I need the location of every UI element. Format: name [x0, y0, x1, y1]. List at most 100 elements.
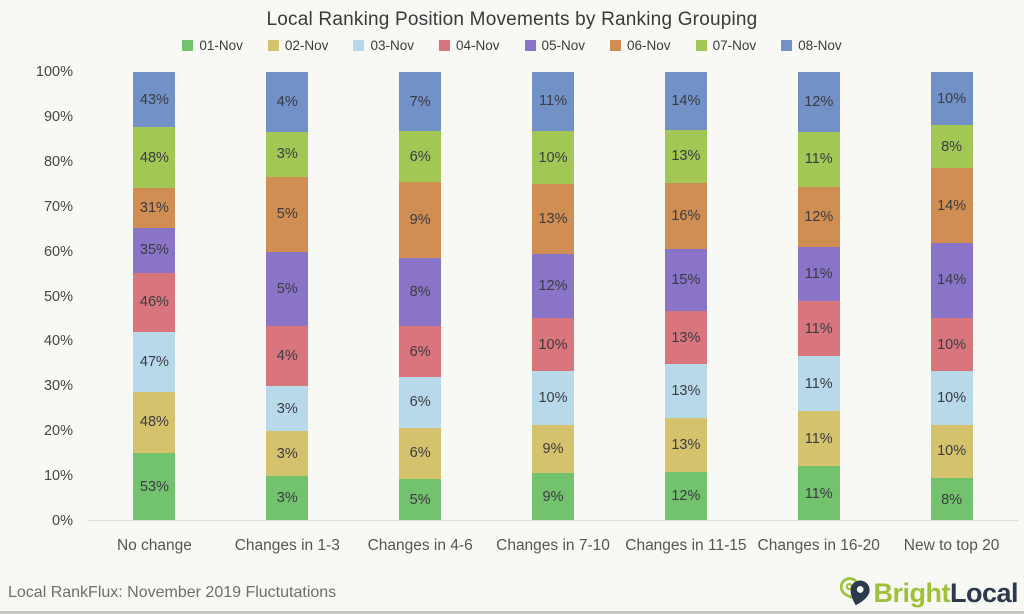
legend-label: 02-Nov [284, 38, 329, 53]
bar-segment: 10% [930, 371, 973, 425]
bar-segment: 13% [664, 310, 707, 365]
bar-segment: 47% [133, 331, 176, 392]
bar-segment: 10% [930, 424, 973, 479]
bar-segment: 10% [930, 317, 973, 372]
bar-segment: 12% [532, 253, 574, 318]
legend-swatch-icon [438, 40, 450, 51]
bar-column: 12% 11% 12% 11% 11% 11% 11% 11% [752, 72, 885, 521]
x-axis-category-label: Changes in 4-6 [367, 537, 473, 554]
bar-column: 10% 8% 14% 14% 10% 10% 10% 8% [885, 72, 1018, 521]
bar-segment: 3% [266, 131, 309, 177]
bar-segment: 11% [797, 411, 840, 467]
brand-text: BrightLocal [873, 575, 1018, 611]
y-tick-label: 40% [43, 333, 73, 350]
bar-segment: 10% [532, 371, 574, 425]
bar-segment: 10% [532, 317, 574, 372]
legend-swatch-icon [353, 40, 365, 51]
x-axis-labels: No change Changes in 1-3 Changes in 4-6 Cha… [88, 537, 1018, 555]
bar-segment: 10% [930, 72, 973, 126]
bar-segment: 15% [664, 249, 707, 311]
legend-item-05-Nov: 05-Nov [524, 38, 585, 53]
bar-segment: 6% [399, 427, 442, 479]
legend-item-04-Nov: 04-Nov [438, 38, 500, 53]
bar-segment: 31% [133, 188, 176, 229]
legend-label: 03-Nov [370, 38, 414, 53]
bar-segment: 4% [266, 72, 309, 132]
stacked-bar: 14% 13% 16% 15% 13% 13% 13% 12% [664, 72, 707, 521]
bar-segment: 11% [797, 246, 840, 302]
legend-item-08-Nov: 08-Nov [781, 38, 842, 53]
stacked-bar: 11% 10% 13% 12% 10% 10% 9% 9% [532, 72, 574, 521]
bar-segment: 13% [664, 364, 707, 418]
bars-container: 43% 48% 31% 35% 46% 47% 48% 53% 4% 3% 5% 5% 4% 3% 3% 3%… [88, 72, 1018, 521]
bar-segment: 3% [266, 476, 309, 521]
bar-segment: 14% [664, 72, 707, 130]
bar-segment: 53% [133, 453, 176, 521]
legend-swatch-icon [524, 40, 536, 51]
bar-segment: 11% [532, 72, 574, 131]
bar-segment: 11% [797, 301, 840, 357]
legend-item-07-Nov: 07-Nov [695, 38, 757, 53]
bar-segment: 13% [664, 417, 707, 472]
stacked-bar: 10% 8% 14% 14% 10% 10% 10% 8% [930, 72, 973, 521]
legend-swatch-icon [610, 40, 622, 51]
bar-segment: 35% [133, 228, 176, 273]
bar-segment: 14% [930, 243, 973, 318]
bar-segment: 6% [399, 131, 442, 183]
bar-segment: 43% [133, 72, 176, 127]
bar-column: 43% 48% 31% 35% 46% 47% 48% 53% [88, 72, 221, 521]
legend-item-06-Nov: 06-Nov [610, 38, 671, 53]
bar-segment: 12% [797, 72, 840, 132]
x-axis-category-label: New to top 20 [903, 537, 1000, 554]
legend-label: 04-Nov [455, 38, 500, 53]
legend-swatch-icon [781, 40, 793, 51]
stacked-bar: 43% 48% 31% 35% 46% 47% 48% 53% [133, 72, 176, 521]
bar-segment: 6% [399, 376, 442, 428]
bar-segment: 8% [930, 478, 973, 521]
bar-segment: 11% [797, 466, 840, 521]
bar-segment: 12% [664, 471, 707, 521]
x-axis-category-label: No change [116, 537, 192, 554]
y-tick-label: 0% [52, 513, 73, 529]
bar-segment: 11% [797, 356, 840, 412]
y-tick-label: 70% [43, 198, 73, 215]
legend-label: 06-Nov [627, 38, 671, 53]
bar-segment: 6% [399, 326, 442, 377]
legend-label: 07-Nov [712, 38, 757, 53]
y-tick-label: 90% [43, 108, 73, 125]
x-axis-category-label: Changes in 16-20 [757, 537, 880, 554]
bar-segment: 16% [664, 183, 707, 250]
bar-segment: 12% [797, 186, 840, 247]
bar-segment: 7% [399, 72, 442, 132]
bar-segment: 46% [133, 272, 176, 332]
bar-segment: 14% [930, 168, 973, 244]
brightlocal-logo: BrightLocal [837, 574, 1019, 611]
legend-label: 08-Nov [798, 38, 842, 53]
bar-segment: 8% [930, 125, 973, 169]
bar-segment: 4% [266, 326, 309, 387]
y-tick-label: 80% [43, 153, 73, 170]
legend: 01-Nov 02-Nov 03-Nov 04-Nov 05-Nov 06-Nov 07-N… [0, 38, 1024, 53]
chart-title: Local Ranking Position Movements by Rank… [266, 9, 758, 30]
legend-label: 01-Nov [199, 38, 243, 53]
legend-swatch-icon [267, 40, 279, 51]
stacked-bar: 4% 3% 5% 5% 4% 3% 3% 3% [266, 72, 309, 521]
x-axis-category-label: Changes in 11-15 [625, 537, 747, 554]
bar-segment: 13% [664, 129, 707, 184]
legend-swatch-icon [182, 40, 194, 51]
x-axis-line [88, 520, 1018, 521]
y-tick-label: 100% [35, 64, 73, 80]
y-tick-label: 50% [43, 288, 73, 305]
bar-segment: 9% [532, 424, 574, 473]
y-tick-label: 30% [43, 378, 73, 395]
plot-area: 43% 48% 31% 35% 46% 47% 48% 53% 4% 3% 5% 5% 4% 3% 3% 3%… [88, 72, 1018, 521]
bar-segment: 10% [532, 130, 574, 185]
bar-column: 11% 10% 13% 12% 10% 10% 9% 9% [487, 72, 620, 521]
x-axis-category-label: Changes in 7-10 [496, 537, 610, 554]
brand-local: Local [949, 578, 1019, 608]
x-axis-category-label: Changes in 1-3 [234, 537, 340, 554]
bar-segment: 3% [266, 386, 309, 432]
brand-bright: Bright [873, 578, 950, 608]
bar-segment: 48% [133, 127, 176, 189]
